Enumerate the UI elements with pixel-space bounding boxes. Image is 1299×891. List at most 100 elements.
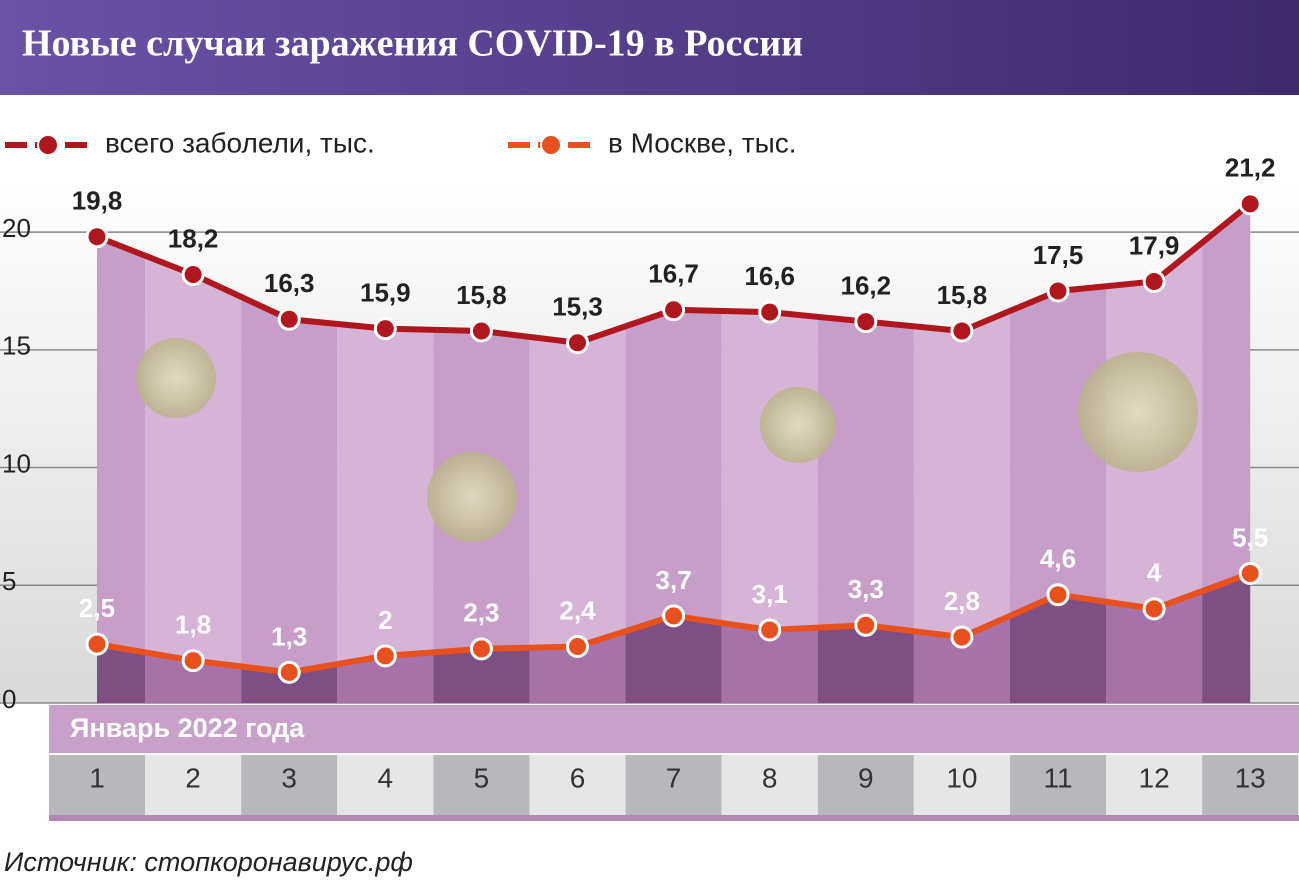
value-label: 1,3 [271,621,307,651]
point [950,319,974,343]
day-cell [913,755,1010,815]
legend-marker [37,134,59,156]
point [181,262,205,286]
value-label: 16,6 [744,261,795,291]
point [854,310,878,334]
value-label: 5,5 [1232,522,1268,552]
legend-label: в Москве, тыс. [608,127,797,158]
x-tick-label: 11 [1043,762,1072,793]
value-label: 4,6 [1040,544,1076,574]
point [277,307,301,331]
x-tick-label: 5 [474,762,490,793]
value-label: 17,9 [1129,230,1180,260]
column-stripe [337,203,434,703]
value-label: 15,3 [552,292,603,322]
value-label: 2 [378,605,392,635]
point [373,644,397,668]
point [181,649,205,673]
point [662,298,686,322]
x-tick-label: 2 [185,762,201,793]
y-tick-label: 0 [2,684,16,714]
bottom-strip [49,815,1299,821]
point [1142,597,1166,621]
value-label: 19,8 [72,186,123,216]
x-tick-label: 8 [762,762,778,793]
point [854,613,878,637]
chart-title: Новые случаи заражения COVID-19 в России [22,23,803,65]
value-label: 21,2 [1225,153,1276,183]
point [469,319,493,343]
y-tick-label: 5 [2,566,16,596]
point [662,604,686,628]
point [1238,192,1262,216]
x-tick-label: 1 [89,762,105,793]
value-label: 2,5 [79,593,115,623]
value-label: 3,1 [752,579,788,609]
value-label: 18,2 [168,223,219,253]
x-tick-label: 9 [858,762,874,793]
day-cell [1202,755,1299,815]
value-label: 16,3 [264,268,315,298]
value-label: 2,4 [559,595,596,625]
header [0,0,1299,95]
point [566,331,589,355]
value-label: 2,3 [463,598,499,628]
point [566,634,589,658]
column-stripe [625,203,722,703]
value-label: 17,5 [1033,240,1084,270]
legend-label: всего заболели, тыс. [105,127,375,158]
x-axis-label: Январь 2022 года [70,713,305,743]
point [85,632,109,656]
day-cell [145,755,242,815]
value-label: 15,8 [456,280,507,310]
day-cell [48,755,146,815]
legend-marker [540,134,562,156]
day-cell [625,755,722,815]
day-cell [721,755,818,815]
x-tick-label: 13 [1235,762,1266,793]
value-label: 2,8 [944,586,980,616]
x-tick-label: 10 [946,762,977,793]
value-label: 15,8 [937,280,988,310]
value-label: 15,9 [360,278,411,308]
point [277,660,301,684]
source: Источник: стопкоронавирус.рф [4,847,413,877]
day-cell [241,755,338,815]
day-cell [433,755,530,815]
value-label: 3,3 [848,574,884,604]
y-tick-label: 10 [2,448,31,478]
value-label: 4 [1147,558,1162,588]
column-stripe [241,203,338,703]
value-label: 1,8 [175,609,211,639]
day-cell [1106,755,1203,815]
point [469,637,493,661]
y-tick-label: 15 [2,331,31,361]
point [1238,562,1262,585]
point [1046,583,1070,607]
value-label: 3,7 [656,565,692,595]
point [373,317,397,341]
value-label: 16,7 [648,259,699,289]
column-stripe [97,203,146,703]
x-tick-label: 3 [281,762,297,793]
day-cell [1009,755,1107,815]
point [758,300,782,324]
x-tick-label: 4 [378,762,394,793]
point [950,625,974,649]
day-cell [817,755,914,815]
month-row [49,705,1299,753]
x-tick-label: 7 [666,762,682,793]
x-tick-label: 12 [1139,762,1170,793]
x-tick-label: 6 [570,762,586,793]
day-cell [529,755,626,815]
point [1142,270,1166,294]
y-tick-label: 20 [2,213,31,243]
day-cell [337,755,434,815]
column-stripe [1202,573,1251,703]
point [1046,279,1070,303]
point [758,618,782,642]
point [85,225,109,249]
value-label: 16,2 [840,270,891,300]
viruses [136,338,1198,542]
